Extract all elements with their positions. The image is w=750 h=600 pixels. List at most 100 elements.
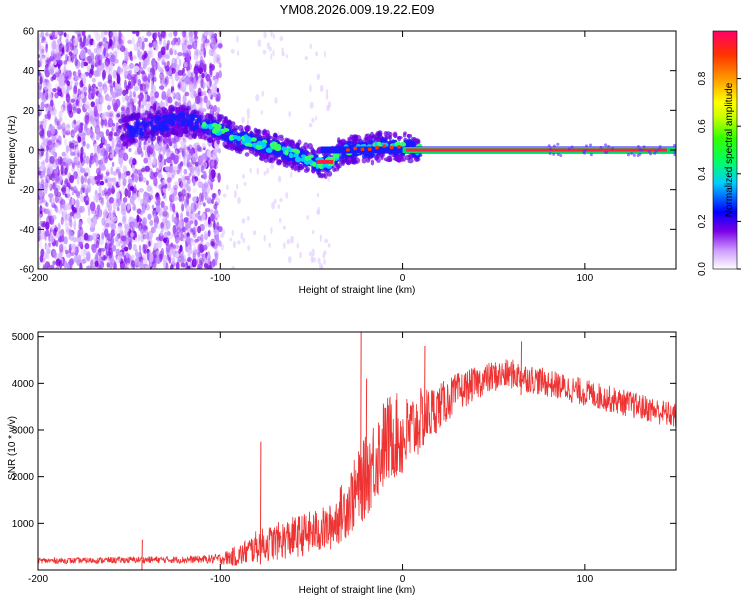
noise-blob — [131, 206, 138, 211]
noise-blob — [78, 223, 81, 232]
noise-blob — [206, 197, 212, 204]
noise-blob — [111, 177, 116, 182]
noise-blob — [53, 251, 57, 259]
noise-blob — [45, 32, 49, 37]
noise-blob — [128, 103, 133, 113]
noise-blob — [95, 98, 100, 105]
noise-blob — [317, 257, 321, 264]
noise-blob — [173, 229, 178, 239]
ridge-core — [339, 156, 344, 160]
noise-blob — [50, 99, 54, 107]
noise-blob — [213, 243, 218, 250]
noise-blob — [108, 110, 115, 120]
noise-blob — [45, 91, 49, 101]
noise-blob — [116, 134, 120, 144]
noise-blob — [206, 150, 211, 158]
noise-blob — [38, 160, 41, 169]
noise-blob — [179, 180, 184, 189]
noise-blob — [190, 202, 195, 212]
noise-blob — [93, 31, 99, 37]
noise-blob — [41, 249, 45, 256]
noise-blob — [95, 152, 100, 162]
noise-blob — [299, 251, 302, 259]
noise-blob — [71, 198, 75, 205]
noise-blob — [198, 74, 203, 79]
noise-blob — [154, 91, 159, 99]
noise-blob — [57, 89, 63, 97]
noise-blob — [69, 263, 73, 269]
noise-blob — [181, 189, 186, 194]
noise-blob — [203, 31, 209, 37]
noise-blob — [105, 169, 110, 177]
ridge-core — [136, 129, 142, 135]
noise-blob — [116, 65, 122, 74]
noise-blob — [180, 84, 184, 92]
noise-blob — [279, 197, 283, 203]
noise-blob — [134, 65, 140, 73]
noise-blob — [143, 258, 148, 269]
noise-blob — [61, 183, 67, 193]
noise-blob — [73, 185, 77, 191]
noise-blob — [213, 33, 218, 38]
noise-blob — [168, 165, 173, 174]
noise-blob — [73, 220, 77, 231]
noise-blob — [282, 225, 286, 230]
noise-blob — [196, 236, 202, 242]
noise-blob — [105, 66, 111, 75]
noise-blob — [93, 265, 96, 269]
noise-blob — [80, 247, 86, 258]
noise-blob — [121, 106, 125, 112]
noise-blob — [49, 67, 55, 75]
ridge-tail — [630, 152, 634, 156]
noise-blob — [129, 185, 135, 192]
noise-blob — [181, 31, 187, 38]
noise-blob — [214, 251, 218, 258]
noise-blob — [288, 110, 292, 118]
noise-blob — [73, 31, 80, 34]
noise-blob — [241, 218, 246, 224]
noise-blob — [182, 254, 186, 263]
noise-blob — [58, 118, 62, 125]
ridge-tail — [647, 150, 651, 154]
noise-blob — [59, 33, 62, 42]
noise-blob — [60, 199, 66, 206]
noise-blob — [76, 124, 82, 132]
noise-blob — [89, 130, 94, 139]
noise-blob — [122, 197, 128, 203]
noise-blob — [69, 174, 75, 184]
noise-blob — [116, 206, 120, 212]
noise-blob — [66, 100, 72, 110]
noise-blob — [119, 260, 125, 269]
noise-blob — [163, 258, 169, 264]
noise-blob — [142, 98, 146, 106]
noise-blob — [78, 170, 81, 180]
noise-blob — [82, 184, 88, 189]
noise-blob — [277, 204, 280, 209]
noise-blob — [43, 139, 48, 146]
noise-blob — [130, 232, 135, 238]
noise-blob — [211, 258, 216, 268]
noise-blob — [249, 167, 252, 174]
noise-blob — [196, 258, 201, 269]
noise-blob — [187, 185, 191, 192]
noise-blob — [68, 216, 73, 223]
noise-blob — [108, 112, 114, 118]
noise-blob — [128, 241, 132, 251]
noise-blob — [101, 217, 106, 226]
noise-blob — [103, 86, 107, 95]
noise-blob — [79, 39, 84, 50]
noise-blob — [183, 149, 188, 155]
noise-blob — [186, 146, 191, 151]
noise-blob — [163, 158, 167, 166]
noise-blob — [51, 31, 55, 39]
ridge-tail — [638, 152, 642, 156]
noise-blob — [63, 209, 68, 218]
ridge-band-inner — [406, 148, 667, 152]
noise-blob — [101, 232, 105, 240]
ridge-peak — [222, 128, 230, 132]
ridge-halo — [295, 142, 300, 147]
noise-blob — [65, 249, 69, 255]
noise-blob — [194, 162, 199, 167]
noise-blob — [162, 210, 168, 218]
noise-blob — [80, 175, 85, 185]
